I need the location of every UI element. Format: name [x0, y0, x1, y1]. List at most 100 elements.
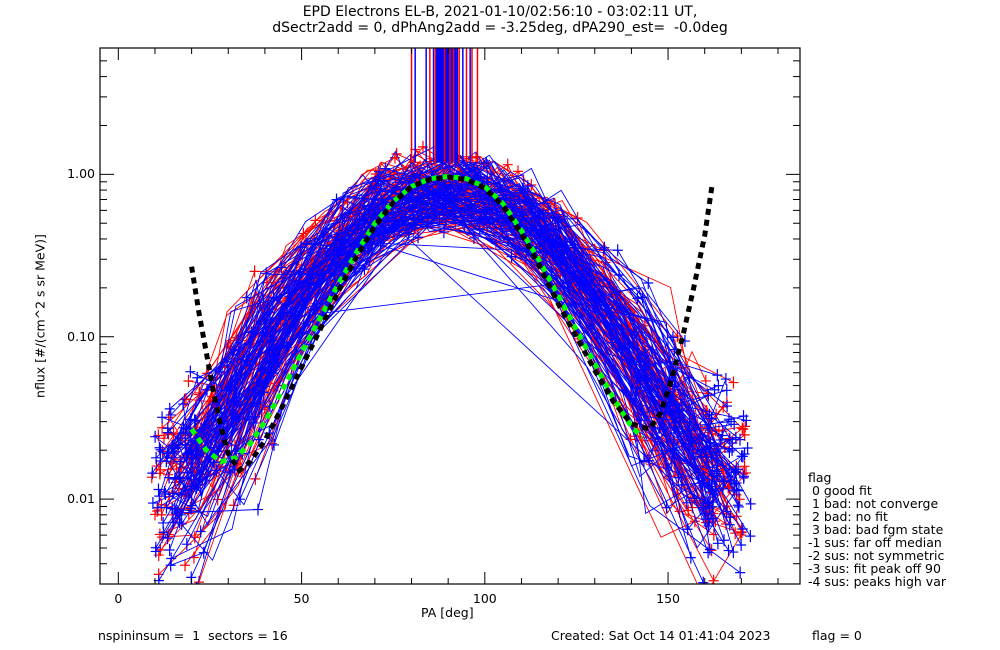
data-point-marker: [153, 574, 164, 584]
data-point-marker: [728, 376, 739, 389]
data-point-marker: [684, 415, 695, 428]
data-point-marker: [721, 384, 732, 397]
data-point-marker: [164, 544, 175, 557]
data-point-marker: [176, 517, 187, 530]
data-point-marker: [157, 411, 168, 424]
footer-created: Created: Sat Oct 14 01:41:04 2023: [551, 628, 771, 643]
data-point-marker: [152, 501, 163, 514]
trace-line: [216, 179, 730, 453]
data-point-marker: [150, 545, 161, 558]
trace-line: [151, 160, 724, 478]
data-point-marker: [162, 426, 173, 439]
trace-line: [186, 192, 735, 494]
data-point-marker: [513, 165, 524, 178]
data-point-marker: [698, 576, 709, 584]
data-point-marker: [147, 467, 158, 480]
data-point-marker: [685, 551, 696, 564]
data-point-marker: [614, 268, 625, 281]
legend-entry: -4 sus: peaks high var: [808, 574, 947, 589]
trace-line: [200, 164, 729, 551]
data-point-marker: [506, 250, 517, 263]
data-point-marker: [737, 523, 748, 536]
data-point-marker: [438, 226, 449, 239]
trace-line: [191, 174, 718, 466]
data-point-marker: [190, 414, 201, 427]
data-point-marker: [643, 277, 654, 290]
data-point-marker: [380, 162, 391, 175]
data-point-marker: [703, 389, 714, 402]
data-point-marker: [735, 566, 746, 579]
data-point-marker: [185, 365, 196, 378]
data-point-marker: [730, 466, 741, 479]
data-point-marker: [261, 267, 272, 280]
data-point-marker: [599, 241, 610, 254]
data-point-marker: [153, 483, 164, 496]
data-point-marker: [709, 383, 720, 396]
trace-line: [185, 197, 711, 446]
legend-entry: 2 bad: no fit: [808, 509, 888, 524]
data-point-marker: [738, 423, 749, 436]
peak-marker-layer: [410, 48, 479, 163]
plot-frame: [99, 47, 801, 585]
data-point-marker: [189, 531, 200, 544]
data-point-marker: [253, 433, 264, 446]
data-point-marker: [740, 420, 751, 433]
data-point-marker: [181, 538, 192, 551]
trace-line: [185, 168, 597, 434]
legend-entry: -1 sus: far off median: [808, 535, 942, 550]
data-point-marker: [373, 198, 384, 211]
data-point-marker: [676, 479, 687, 492]
data-point-marker: [742, 442, 753, 455]
data-point-marker: [468, 231, 479, 244]
data-point-marker: [521, 245, 532, 258]
data-point-marker: [733, 463, 744, 476]
data-point-marker: [731, 477, 742, 490]
data-point-marker: [192, 371, 203, 384]
footer-flag-value: flag = 0: [812, 628, 862, 643]
data-point-marker: [723, 413, 734, 426]
x-axis-label-text: PA [deg]: [421, 605, 474, 620]
data-point-marker: [735, 529, 746, 541]
data-point-marker: [180, 559, 191, 572]
data-point-marker: [164, 402, 175, 415]
data-point-marker: [331, 193, 342, 206]
data-point-marker: [722, 400, 733, 413]
y-tick-label: 0.01: [67, 491, 95, 507]
x-tick-label: 50: [293, 591, 310, 606]
legend-entry: -2 sus: not symmetric: [808, 548, 945, 563]
data-point-marker: [183, 375, 194, 388]
data-point-marker: [712, 537, 723, 550]
data-point-marker: [667, 331, 678, 344]
data-point-marker: [167, 502, 178, 515]
data-point-marker: [745, 497, 756, 510]
data-point-marker: [738, 471, 749, 484]
data-point-marker: [724, 433, 735, 446]
data-point-marker: [180, 438, 191, 451]
data-point-marker: [632, 292, 643, 305]
data-point-marker: [147, 497, 158, 510]
data-point-marker: [682, 523, 693, 536]
data-point-marker: [741, 414, 752, 427]
data-point-marker: [154, 441, 165, 454]
data-point-marker: [200, 419, 211, 432]
data-point-marker: [150, 430, 161, 443]
data-point-marker: [174, 471, 185, 484]
data-point-marker: [164, 471, 175, 484]
data-point-marker: [269, 438, 280, 451]
flag-legend: flag 0 good fit 1 bad: not converge 2 ba…: [808, 471, 946, 588]
legend-title: flag: [808, 470, 832, 485]
data-point-marker: [182, 466, 193, 479]
data-point-marker: [721, 505, 732, 518]
trace-line: [163, 163, 706, 533]
data-point-marker: [195, 525, 206, 538]
data-point-marker: [676, 398, 687, 411]
data-point-marker: [178, 398, 189, 411]
y-tick-label: 1.00: [67, 166, 95, 182]
data-point-marker: [591, 293, 602, 306]
data-point-marker: [375, 182, 386, 195]
legend-entry: -3 sus: fit peak off 90: [808, 561, 941, 576]
data-point-marker: [717, 482, 728, 495]
data-point-marker: [155, 443, 166, 456]
y-tick-label: 0.10: [67, 328, 95, 344]
data-point-marker: [310, 214, 321, 227]
